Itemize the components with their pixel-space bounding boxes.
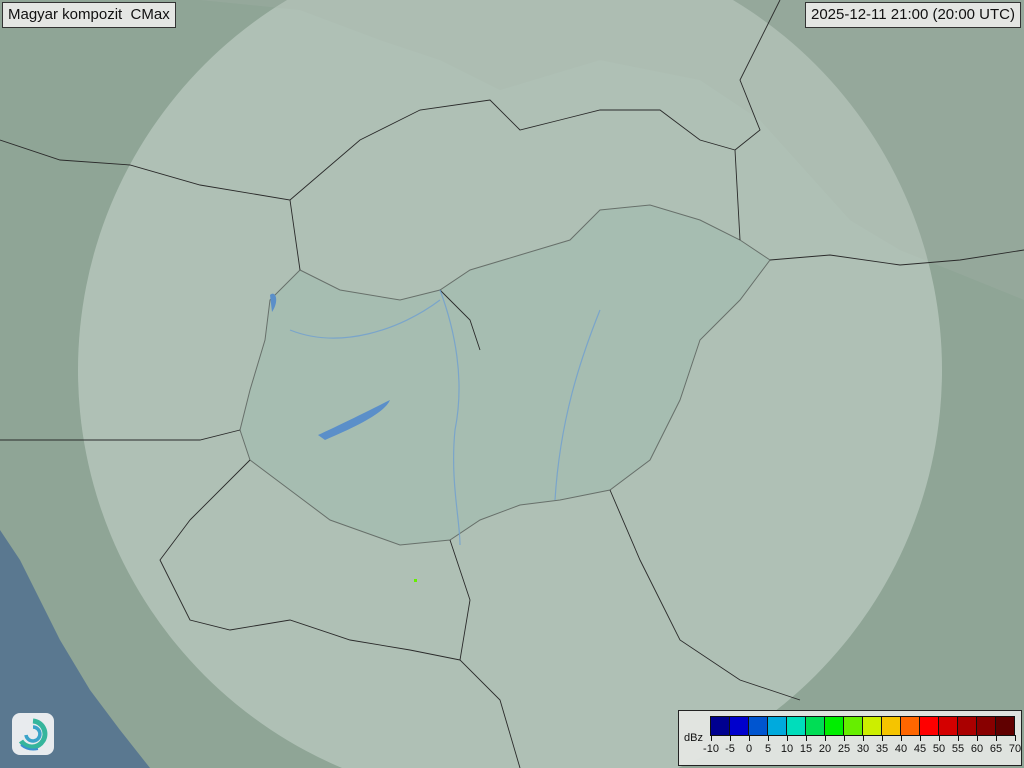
tick-mark	[844, 735, 845, 741]
map-title: Magyar kompozit CMax	[2, 2, 176, 28]
lake-balaton	[318, 400, 390, 440]
timestamp: 2025-12-11 21:00 (20:00 UTC)	[804, 2, 1021, 28]
tick-label: 10	[780, 743, 794, 755]
color-scale	[710, 716, 1015, 736]
tick-mark	[806, 735, 807, 741]
tick-label: 55	[951, 743, 965, 755]
tick-mark	[977, 735, 978, 741]
tick-mark	[1015, 735, 1016, 741]
tick-mark	[730, 735, 731, 741]
radar-echo	[414, 579, 417, 582]
tick-label: 65	[989, 743, 1003, 755]
color-swatch	[996, 717, 1014, 735]
color-swatch	[939, 717, 958, 735]
tick-mark	[863, 735, 864, 741]
tick-label: -10	[703, 743, 719, 755]
color-swatch	[825, 717, 844, 735]
color-swatch	[901, 717, 920, 735]
color-swatch	[958, 717, 977, 735]
color-swatch	[730, 717, 749, 735]
color-swatch	[711, 717, 730, 735]
color-swatch	[749, 717, 768, 735]
dbz-legend: dBz -10 -5 0 5 10 15 20 25 30 35 40 45 50 55 60 65 70	[678, 710, 1022, 766]
color-swatch	[844, 717, 863, 735]
tick-label: 60	[970, 743, 984, 755]
tick-mark	[768, 735, 769, 741]
tick-mark	[958, 735, 959, 741]
hungary-border	[239, 204, 771, 546]
tick-label: 45	[913, 743, 927, 755]
tick-label: 20	[818, 743, 832, 755]
color-swatch	[977, 717, 996, 735]
tick-label: 70	[1008, 743, 1022, 755]
tick-label: 30	[856, 743, 870, 755]
tick-mark	[787, 735, 788, 741]
tick-mark	[749, 735, 750, 741]
tick-label: 35	[875, 743, 889, 755]
tick-mark	[711, 735, 712, 741]
tick-label: 40	[894, 743, 908, 755]
tick-mark	[996, 735, 997, 741]
tick-label: 15	[799, 743, 813, 755]
tick-mark	[825, 735, 826, 741]
tick-label: -5	[725, 743, 735, 755]
adriatic-sea	[0, 530, 150, 768]
color-swatch	[768, 717, 787, 735]
legend-unit: dBz	[684, 732, 703, 744]
swirl-logo-icon	[12, 713, 54, 755]
tick-mark	[901, 735, 902, 741]
tick-mark	[939, 735, 940, 741]
legend-ticks: -10 -5 0 5 10 15 20 25 30 35 40 45 50 55 60 65 70	[703, 735, 1021, 763]
tick-label: 25	[837, 743, 851, 755]
color-swatch	[806, 717, 825, 735]
tick-label: 5	[764, 743, 772, 755]
color-swatch	[882, 717, 901, 735]
tick-mark	[882, 735, 883, 741]
color-swatch	[920, 717, 939, 735]
rivers	[289, 289, 601, 546]
tick-label: 0	[745, 743, 753, 755]
color-swatch	[787, 717, 806, 735]
tick-mark	[920, 735, 921, 741]
color-swatch	[863, 717, 882, 735]
tick-label: 50	[932, 743, 946, 755]
lake-neusiedl	[270, 293, 277, 312]
carpathian-terrain	[0, 0, 1024, 300]
